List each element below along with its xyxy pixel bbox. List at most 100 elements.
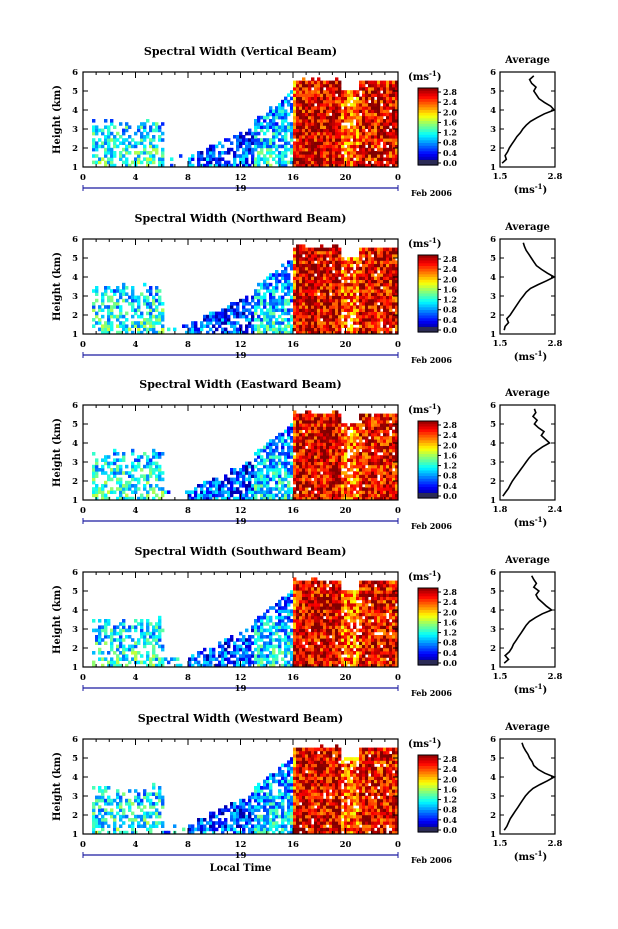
heatmap-cell (116, 298, 120, 303)
heatmap-cell (278, 160, 282, 165)
heatmap-cell (125, 657, 129, 661)
heatmap-cell (179, 663, 183, 668)
heatmap-cell (377, 311, 381, 316)
heatmap-cell (335, 496, 339, 501)
heatmap-cell (314, 452, 318, 456)
heatmap-cell (272, 487, 276, 491)
heatmap-cell (122, 292, 126, 296)
heatmap-cell (95, 154, 99, 158)
heatmap-cell (107, 464, 111, 469)
heatmap-cell (296, 93, 300, 97)
heatmap-cell (212, 484, 216, 488)
heatmap-cell (107, 330, 111, 335)
heatmap-cell (110, 461, 114, 466)
heatmap-cell (332, 147, 336, 152)
heatmap-cell (107, 496, 111, 501)
heatmap-cell (386, 138, 390, 142)
heatmap-cell (119, 471, 123, 475)
unit-label: (ms-1) (408, 236, 441, 250)
heatmap-cell (383, 257, 387, 261)
colorbar-band (418, 327, 438, 332)
heatmap-cell (317, 125, 321, 129)
heatmap-cell (365, 445, 369, 450)
heatmap-cell (287, 93, 291, 97)
heatmap-cell (386, 490, 390, 494)
heatmap-cell (146, 151, 150, 155)
heatmap-cell (230, 147, 234, 152)
unit-label: (ms-1) (514, 349, 547, 363)
heatmap-cell (281, 496, 285, 501)
heatmap-cell (392, 115, 396, 120)
heatmap-cell (239, 468, 243, 472)
heatmap-cell (143, 474, 147, 478)
heatmap-cell (104, 289, 108, 293)
heatmap-cell (332, 305, 336, 309)
colorbar-band (418, 443, 438, 447)
heatmap-cell (335, 273, 339, 277)
heatmap-cell (359, 321, 363, 325)
heatmap-cell (323, 257, 327, 261)
heatmap-cell (332, 151, 336, 155)
heatmap-cell (353, 442, 357, 446)
heatmap-cell (392, 448, 396, 453)
heatmap-cell (356, 305, 360, 309)
heatmap-cell (128, 302, 132, 306)
heatmap-cell (332, 119, 336, 123)
heatmap-cell (125, 138, 129, 142)
heatmap-cell (314, 141, 318, 145)
heatmap-cell (221, 644, 225, 649)
heatmap-cell (389, 87, 393, 91)
heatmap-cell (362, 93, 366, 97)
heatmap-cell (362, 80, 366, 85)
heatmap-cell (152, 314, 156, 319)
heatmap-cell (371, 484, 375, 488)
heatmap-cell (296, 327, 300, 332)
heatmap-cell (209, 314, 213, 319)
heatmap-cell (311, 442, 315, 446)
heatmap-cell (332, 115, 336, 120)
heatmap-cell (326, 327, 330, 332)
heatmap-cell (365, 490, 369, 494)
heatmap-cell (251, 471, 255, 475)
heatmap-cell (218, 641, 222, 645)
heatmap-cell (122, 147, 126, 152)
heatmap-cell (152, 135, 156, 139)
heatmap-cell (254, 141, 258, 145)
heatmap-cell (329, 119, 333, 123)
heatmap-cell (386, 131, 390, 136)
heatmap-cell (272, 138, 276, 142)
heatmap-cell (329, 445, 333, 450)
heatmap-cell (254, 484, 258, 488)
heatmap-cell (191, 321, 195, 325)
heatmap-cell (131, 324, 135, 328)
heatmap-cell (308, 247, 312, 252)
heatmap-cell (392, 276, 396, 280)
heatmap-cell (206, 163, 210, 168)
heatmap-cell (293, 260, 297, 264)
heatmap-cell (95, 125, 99, 129)
heatmap-cell (392, 314, 396, 319)
heatmap-cell (110, 154, 114, 158)
heatmap-cell (347, 487, 351, 491)
heatmap-cell (305, 448, 309, 453)
heatmap-cell (317, 260, 321, 264)
heatmap-cell (305, 103, 309, 107)
heatmap-cell (158, 321, 162, 325)
heatmap-cell (224, 321, 228, 325)
heatmap-cell (326, 106, 330, 110)
heatmap-cell (155, 464, 159, 469)
y-tick-label: 1 (72, 330, 78, 340)
heatmap-cell (329, 471, 333, 475)
heatmap-cell (374, 452, 378, 456)
heatmap-cell (389, 266, 393, 271)
heatmap-cell (272, 468, 276, 472)
heatmap-cell (353, 138, 357, 142)
heatmap-cell (386, 122, 390, 126)
heatmap-cell (377, 144, 381, 149)
heatmap-cell (116, 131, 120, 136)
heatmap-cell (296, 125, 300, 129)
heatmap-cell (299, 416, 303, 421)
heatmap-cell (356, 112, 360, 117)
heatmap-cell (371, 318, 375, 322)
heatmap-cell (149, 468, 153, 472)
